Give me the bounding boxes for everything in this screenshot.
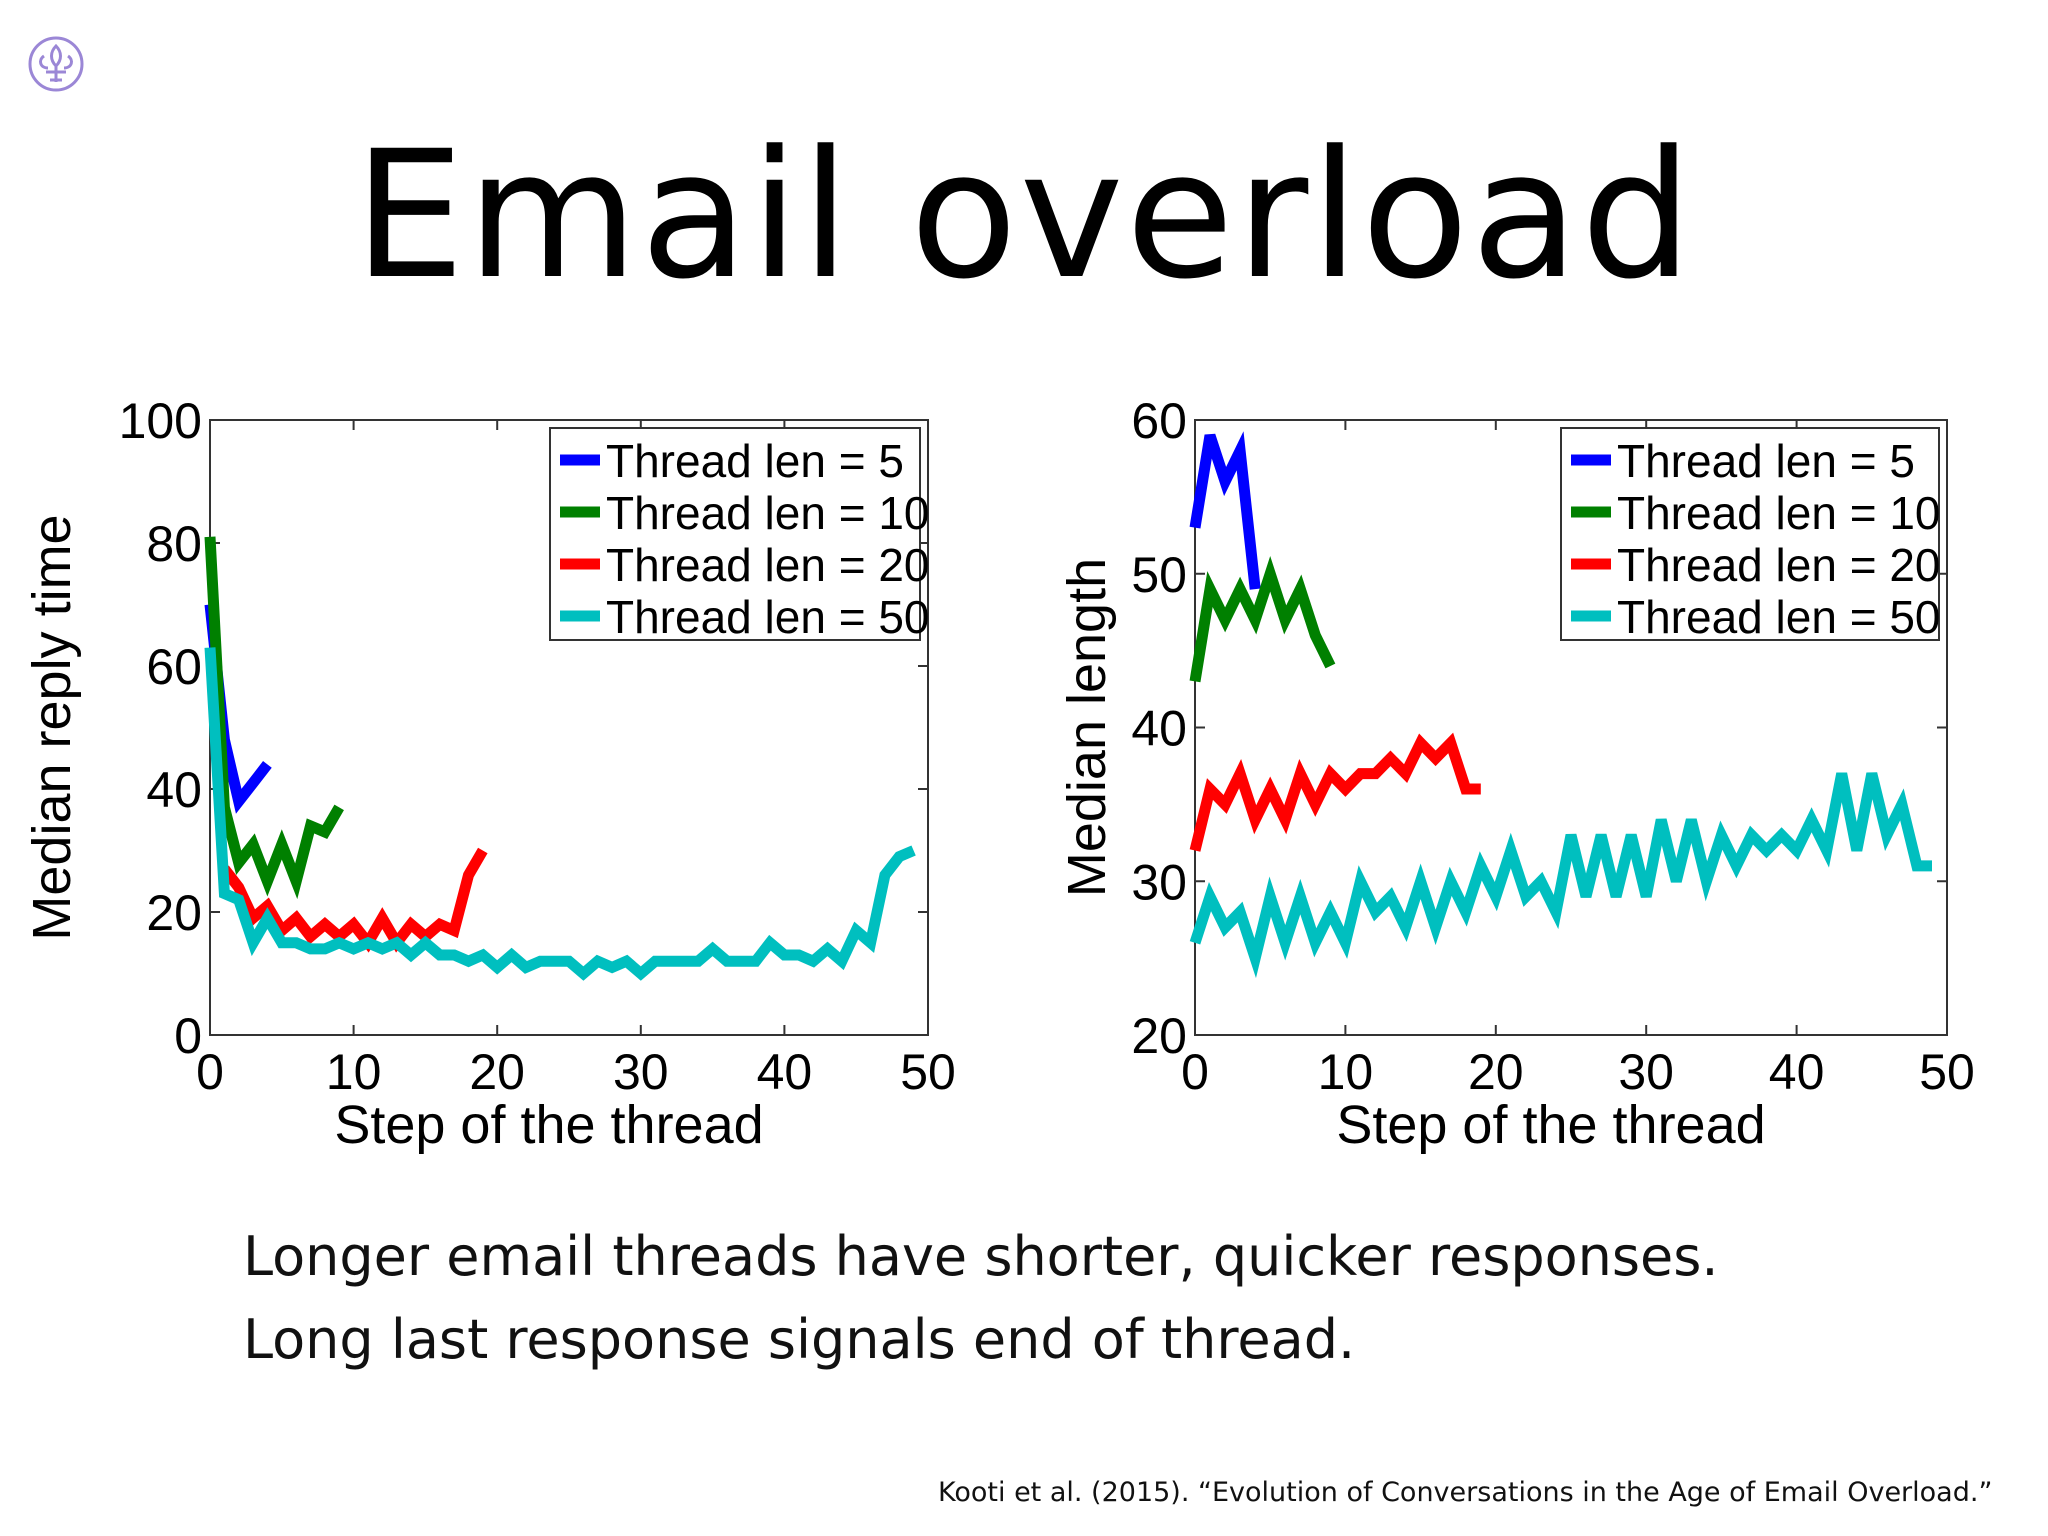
y-tick-label: 40 <box>1131 701 1187 757</box>
y-axis-label: Median reply time <box>22 514 82 940</box>
y-tick-label: 40 <box>146 762 202 818</box>
y-tick-label: 0 <box>174 1008 202 1064</box>
series-line-0 <box>1189 431 1261 590</box>
x-tick-label: 10 <box>326 1044 382 1100</box>
legend-label-1: Thread len = 10 <box>606 487 930 539</box>
reply-time-chart: 0 10 20 30 40 50 0 20 40 60 80 100 Step of the threa… <box>20 380 980 1180</box>
x-tick-label: 40 <box>1769 1044 1825 1100</box>
y-tick-label: 60 <box>146 639 202 695</box>
series-line-2 <box>1189 732 1481 852</box>
y-tick-label: 30 <box>1131 854 1187 910</box>
y-tick-label: 50 <box>1131 547 1187 603</box>
y-axis-label: Median length <box>1057 558 1117 897</box>
x-tick-label: 30 <box>613 1044 669 1100</box>
caption-line-2: Long last response signals end of thread… <box>243 1308 1356 1371</box>
legend-label-3: Thread len = 50 <box>1617 591 1941 643</box>
y-tick-label: 100 <box>119 393 202 449</box>
y-tick-label: 60 <box>1131 393 1187 449</box>
x-tick-label: 20 <box>469 1044 525 1100</box>
x-tick-label: 50 <box>1919 1044 1975 1100</box>
legend-label-1: Thread len = 10 <box>1617 487 1941 539</box>
legend-label-0: Thread len = 5 <box>1617 435 1915 487</box>
x-tick-label: 50 <box>900 1044 956 1100</box>
x-tick-label: 30 <box>1618 1044 1674 1100</box>
series-line-3 <box>1189 772 1932 979</box>
y-tick-label: 80 <box>146 516 202 572</box>
x-axis-label: Step of the thread <box>1336 1095 1765 1155</box>
x-tick-label: 20 <box>1468 1044 1524 1100</box>
slide-title: Email overload <box>353 113 1695 318</box>
legend-label-3: Thread len = 50 <box>606 591 930 643</box>
x-axis-label: Step of the thread <box>334 1095 763 1155</box>
series-line-1 <box>1189 556 1336 683</box>
series-line-1 <box>204 536 344 900</box>
chart-0-svg: 0 10 20 30 40 50 0 20 40 60 80 100 Step of the threa… <box>22 393 956 1155</box>
y-tick-label: 20 <box>1131 1008 1187 1064</box>
series-line-3 <box>204 647 916 981</box>
legend-label-2: Thread len = 20 <box>606 539 930 591</box>
series-line-2 <box>220 847 488 953</box>
legend-label-0: Thread len = 5 <box>606 435 904 487</box>
y-tick-label: 20 <box>146 885 202 941</box>
caption-line-1: Longer email threads have shorter, quick… <box>243 1225 1719 1288</box>
legend-label-2: Thread len = 20 <box>1617 539 1941 591</box>
fleur-de-lis-icon <box>26 34 86 94</box>
x-tick-label: 10 <box>1318 1044 1374 1100</box>
x-tick-label: 0 <box>1181 1044 1209 1100</box>
chart-1-svg: 0 10 20 30 40 50 20 30 40 50 60 Step of the thread M… <box>1057 393 1975 1155</box>
citation: Kooti et al. (2015). “Evolution of Conve… <box>938 1477 1993 1508</box>
x-tick-label: 0 <box>196 1044 224 1100</box>
x-tick-label: 40 <box>757 1044 813 1100</box>
length-chart: 0 10 20 30 40 50 20 30 40 50 60 Step of the thread M… <box>1045 380 2025 1180</box>
